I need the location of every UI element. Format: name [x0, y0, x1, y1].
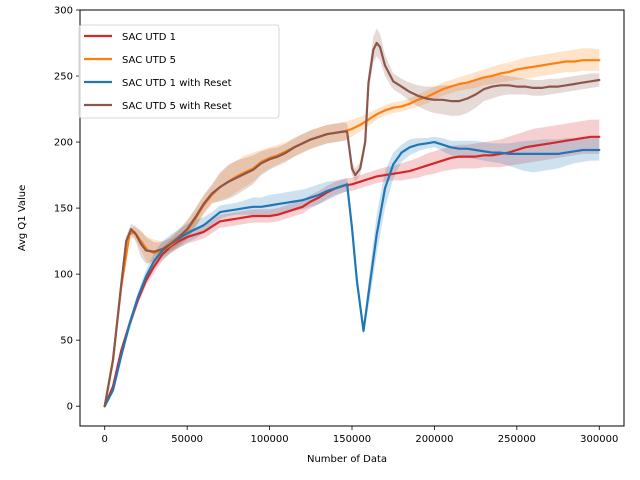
y-axis-label: Avg Q1 Value	[17, 185, 28, 252]
y-axis-ticks: 0 50 100 150 200 250 300	[54, 6, 80, 413]
series-lines	[103, 41, 601, 408]
band-sac-utd-1-with-reset	[104, 136, 600, 407]
x-tick-label: 100000	[250, 434, 288, 445]
legend-box	[78, 24, 280, 119]
band-sac-utd-1	[104, 119, 600, 407]
y-tick-label: 0	[67, 402, 73, 413]
y-tick-label: 150	[54, 204, 73, 215]
x-tick-label: 50000	[171, 434, 203, 445]
x-tick-label: 0	[102, 434, 108, 445]
legend-label-sac-utd-1-with-reset: SAC UTD 1 with Reset	[122, 78, 232, 89]
confidence-bands	[104, 28, 600, 407]
legend-label-sac-utd-5-with-reset: SAC UTD 5 with Reset	[122, 101, 232, 112]
x-axis-ticks: 0 50000 100000 150000 200000 250000 300000	[102, 426, 618, 445]
y-tick-label: 100	[54, 270, 73, 281]
y-tick-label: 300	[54, 6, 73, 17]
legend: SAC UTD 1 SAC UTD 5 SAC UTD 1 with Reset SA…	[78, 24, 280, 119]
x-tick-label: 250000	[498, 434, 536, 445]
y-tick-label: 250	[54, 72, 73, 83]
band-sac-utd-5	[104, 48, 600, 407]
series-line-sac-utd-1	[103, 135, 601, 408]
series-line-sac-utd-1-with-reset	[103, 141, 601, 408]
legend-label-sac-utd-5: SAC UTD 5	[122, 55, 176, 66]
legend-label-sac-utd-1: SAC UTD 1	[122, 32, 176, 43]
y-tick-label: 200	[54, 138, 73, 149]
x-tick-label: 200000	[415, 434, 453, 445]
x-tick-label: 150000	[333, 434, 371, 445]
x-axis-label: Number of Data	[307, 454, 387, 465]
series-line-sac-utd-5-with-reset	[103, 41, 601, 408]
x-tick-label: 300000	[580, 434, 618, 445]
y-tick-label: 50	[60, 336, 73, 347]
